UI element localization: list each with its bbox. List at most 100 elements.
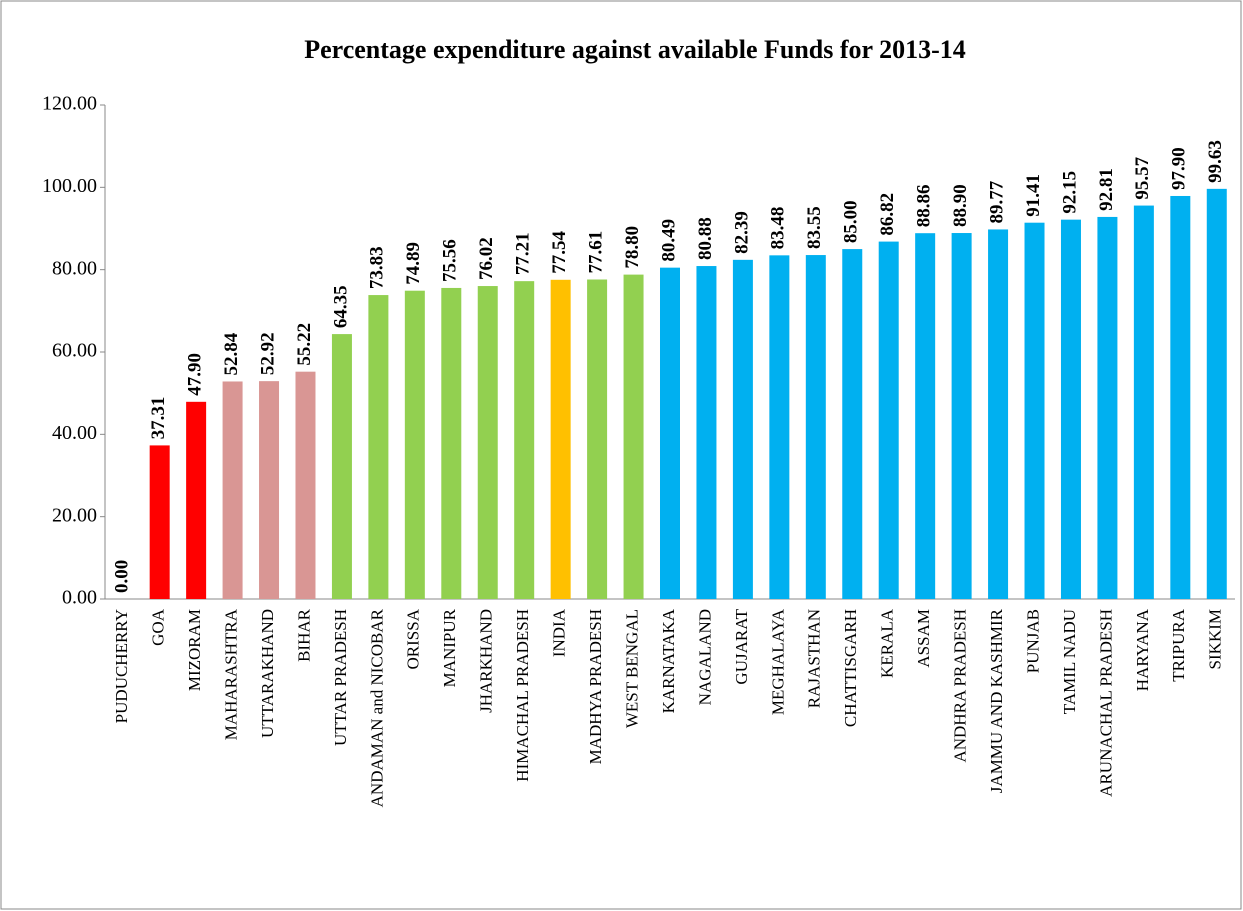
value-label: 78.80 bbox=[622, 226, 643, 269]
bar bbox=[1206, 188, 1227, 599]
value-label: 64.35 bbox=[330, 285, 351, 328]
bar bbox=[186, 401, 207, 599]
x-tick-label: PUDUCHERRY bbox=[112, 609, 131, 723]
bar bbox=[660, 267, 680, 599]
value-label: 73.83 bbox=[367, 246, 388, 289]
x-tick-label: MEGHALAYA bbox=[768, 608, 787, 715]
bar bbox=[988, 229, 1009, 599]
x-tick-label: MADHYA PRADESH bbox=[586, 609, 605, 764]
value-label: 52.92 bbox=[257, 332, 278, 375]
bar bbox=[696, 266, 717, 599]
bar bbox=[951, 233, 972, 600]
bar bbox=[769, 255, 790, 599]
x-tick-label: BIHAR bbox=[294, 608, 313, 662]
bar bbox=[623, 274, 644, 599]
value-label: 88.90 bbox=[950, 184, 971, 227]
value-label: 80.49 bbox=[658, 219, 679, 262]
bar bbox=[550, 279, 571, 599]
bar bbox=[514, 281, 535, 599]
y-tick-label: 80.00 bbox=[52, 257, 97, 279]
value-label: 82.39 bbox=[731, 211, 752, 254]
bar bbox=[878, 241, 899, 599]
value-label: 0.00 bbox=[112, 560, 133, 593]
value-label: 52.84 bbox=[221, 332, 242, 375]
bar bbox=[1170, 195, 1191, 599]
bar bbox=[1133, 205, 1154, 599]
x-tick-label: MIZORAM bbox=[185, 609, 204, 691]
bar bbox=[1024, 222, 1045, 599]
bar bbox=[587, 279, 608, 599]
x-tick-label: PUNJAB bbox=[1023, 609, 1042, 673]
bar bbox=[368, 295, 389, 599]
value-label: 55.22 bbox=[294, 323, 315, 366]
bar bbox=[732, 259, 753, 599]
x-tick-label: MANIPUR bbox=[440, 608, 459, 687]
value-label: 92.15 bbox=[1059, 171, 1080, 214]
x-tick-label: CHATTISGARH bbox=[841, 609, 860, 727]
value-label: 97.90 bbox=[1169, 147, 1190, 190]
bar bbox=[441, 287, 462, 599]
value-label: 37.31 bbox=[148, 397, 169, 440]
value-label: 88.86 bbox=[914, 184, 935, 227]
value-label: 99.63 bbox=[1205, 140, 1226, 183]
bar bbox=[1097, 216, 1118, 599]
y-tick-label: 60.00 bbox=[52, 340, 97, 362]
x-tick-label: ANDAMAN and NICOBAR bbox=[367, 608, 386, 807]
value-label: 77.61 bbox=[585, 231, 606, 274]
x-tick-label: MAHARASHTRA bbox=[221, 608, 240, 740]
x-tick-label: UTTARAKHAND bbox=[258, 609, 277, 738]
x-tick-label: HIMACHAL PRADESH bbox=[513, 609, 532, 782]
value-label: 95.57 bbox=[1132, 156, 1153, 199]
chart-title: Percentage expenditure against available… bbox=[304, 35, 966, 64]
y-tick-label: 40.00 bbox=[52, 422, 97, 444]
value-label: 77.21 bbox=[513, 232, 534, 275]
x-tick-label: HARYANA bbox=[1133, 608, 1152, 691]
x-tick-label: KERALA bbox=[878, 608, 897, 678]
value-label: 80.88 bbox=[695, 217, 716, 260]
value-label: 74.89 bbox=[403, 242, 424, 285]
value-label: 92.81 bbox=[1096, 168, 1117, 211]
value-label: 77.54 bbox=[549, 231, 570, 274]
value-label: 83.55 bbox=[804, 206, 825, 249]
x-tick-label: KARNATAKA bbox=[659, 608, 678, 713]
x-tick-label: ANDHRA PRADESH bbox=[951, 609, 970, 763]
y-tick-label: 20.00 bbox=[52, 504, 97, 526]
value-label: 75.56 bbox=[440, 239, 461, 282]
y-tick-label: 120.00 bbox=[42, 93, 97, 115]
y-tick-label: 100.00 bbox=[42, 175, 97, 197]
bar bbox=[149, 445, 170, 599]
x-tick-label: RAJASTHAN bbox=[805, 609, 824, 708]
bar bbox=[295, 371, 316, 599]
value-label: 85.00 bbox=[841, 200, 862, 243]
bar bbox=[842, 249, 863, 600]
value-label: 76.02 bbox=[476, 237, 497, 280]
x-tick-label: ORISSA bbox=[404, 608, 423, 669]
value-label: 91.41 bbox=[1023, 174, 1044, 217]
bar bbox=[331, 334, 352, 599]
bar bbox=[259, 381, 280, 599]
x-tick-label: TAMIL NADU bbox=[1060, 609, 1079, 714]
value-label: 83.48 bbox=[768, 207, 789, 250]
x-tick-label: GUJARAT bbox=[732, 608, 751, 684]
y-tick-label: 0.00 bbox=[62, 587, 97, 609]
x-tick-label: TRIPURA bbox=[1169, 608, 1188, 681]
x-tick-label: GOA bbox=[149, 608, 168, 646]
bar bbox=[1060, 219, 1081, 599]
value-label: 86.82 bbox=[877, 193, 898, 236]
x-tick-label: NAGALAND bbox=[695, 609, 714, 705]
bar bbox=[404, 290, 425, 599]
bar bbox=[222, 381, 243, 599]
bar bbox=[915, 233, 936, 599]
x-tick-label: ARUNACHAL PRADESH bbox=[1096, 609, 1115, 797]
value-label: 89.77 bbox=[986, 180, 1007, 223]
value-label: 47.90 bbox=[184, 353, 205, 396]
x-tick-label: JHARKHAND bbox=[477, 609, 496, 713]
x-tick-label: ASSAM bbox=[914, 609, 933, 668]
x-tick-label: SIKKIM bbox=[1206, 609, 1225, 669]
x-tick-label: INDIA bbox=[550, 608, 569, 657]
bar bbox=[805, 255, 826, 600]
x-tick-label: WEST BENGAL bbox=[622, 609, 641, 728]
x-tick-label: UTTAR PRADESH bbox=[331, 609, 350, 746]
x-tick-label: JAMMU AND KASHMIR bbox=[987, 608, 1006, 793]
